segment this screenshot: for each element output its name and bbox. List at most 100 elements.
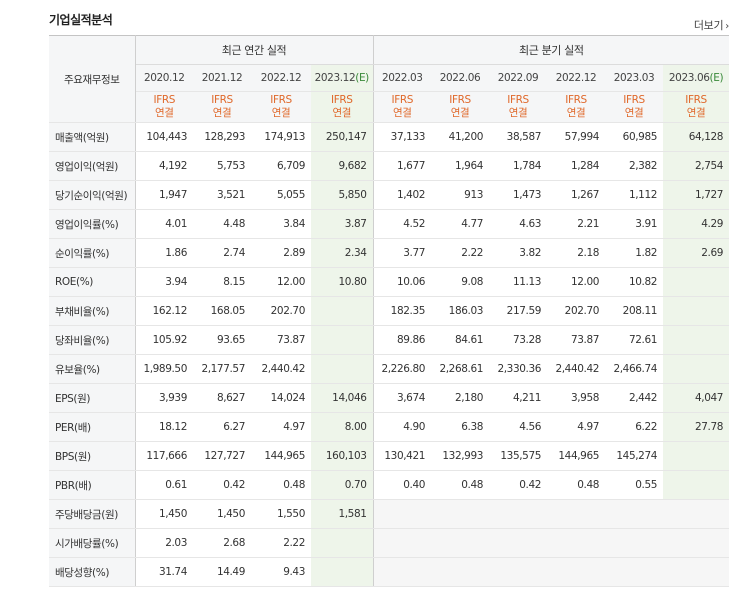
table-row: 부채비율(%) 162.12 168.05 202.70 182.35 186.03 217…: [49, 296, 730, 326]
table-cell: 144,965: [547, 441, 606, 471]
table-cell: 168.05: [193, 296, 251, 326]
table-cell: [605, 528, 664, 558]
period-label: 2020.12: [143, 72, 185, 84]
table-cell: 2,442: [605, 383, 664, 413]
table-row: 영업이익(억원) 4,192 5,753 6,709 9,682 1,677 1,964 1,…: [49, 151, 730, 181]
table-cell: 2,440.42: [547, 354, 606, 384]
table-cell: [605, 499, 664, 529]
table-cell: 1,550: [251, 499, 311, 529]
table-cell: 11.13: [489, 267, 548, 297]
table-cell: [605, 557, 664, 587]
period-label: 2023.06: [668, 72, 710, 84]
table-cell: 913: [431, 180, 490, 210]
row-label: PER(배): [49, 412, 136, 442]
table-cell: 127,727: [193, 441, 251, 471]
table-cell: 182.35: [373, 296, 432, 326]
row-label: 영업이익(억원): [49, 151, 136, 181]
table-cell: 8.15: [193, 267, 251, 297]
table-cell: [311, 528, 374, 558]
table-row: 주당배당금(원) 1,450 1,450 1,550 1,581: [49, 499, 730, 529]
accounting-standard-header: IFRS 연결: [605, 91, 664, 123]
period-label: 2022.03: [381, 72, 423, 84]
row-label: 주당배당금(원): [49, 499, 136, 529]
table-cell: 4,211: [489, 383, 548, 413]
table-cell: 6.27: [193, 412, 251, 442]
accounting-standard-header: IFRS 연결: [135, 91, 193, 123]
table-row: PBR(배) 0.61 0.42 0.48 0.70 0.40 0.48 0.42 0.48 0.…: [49, 470, 730, 500]
table-row: 유보율(%) 1,989.50 2,177.57 2,440.42 2,226.80 2,…: [49, 354, 730, 384]
period-label: 2023.12: [314, 72, 356, 84]
table-cell: 14.49: [193, 557, 251, 587]
table-cell: [547, 499, 606, 529]
table-cell: 2,268.61: [431, 354, 490, 384]
standard-line1: IFRS: [565, 94, 587, 106]
table-cell: [663, 528, 730, 558]
table-cell: 2,440.42: [251, 354, 311, 384]
table-cell: 2.18: [547, 238, 606, 268]
table-cell: 4,047: [663, 383, 730, 413]
row-label: 배당성향(%): [49, 557, 136, 587]
table-cell: 18.12: [135, 412, 193, 442]
table-cell: 9.08: [431, 267, 490, 297]
standard-line2: 연결: [212, 107, 232, 119]
accounting-standard-header: IFRS 연결: [489, 91, 548, 123]
accounting-standard-header: IFRS 연결: [547, 91, 606, 123]
table-cell: 14,024: [251, 383, 311, 413]
table-cell: [547, 528, 606, 558]
table-cell: 2.22: [251, 528, 311, 558]
table-row: 영업이익률(%) 4.01 4.48 3.84 3.87 4.52 4.77 4.63 2.21…: [49, 209, 730, 239]
table-cell: 6,709: [251, 151, 311, 181]
period-label: 2022.12: [555, 72, 597, 84]
table-cell: 31.74: [135, 557, 193, 587]
table-cell: 202.70: [547, 296, 606, 326]
table-cell: 12.00: [547, 267, 606, 297]
table-cell: 1,267: [547, 180, 606, 210]
table-row: 배당성향(%) 31.74 14.49 9.43: [49, 557, 730, 587]
standard-line2: 연결: [624, 107, 644, 119]
table-cell: 1,450: [135, 499, 193, 529]
table-cell: 3.84: [251, 209, 311, 239]
table-cell: 4.52: [373, 209, 432, 239]
table-cell: [373, 499, 432, 529]
row-label: 당기순이익(억원): [49, 180, 136, 210]
table-cell: 0.40: [373, 470, 432, 500]
table-cell: 128,293: [193, 122, 251, 152]
table-cell: 6.22: [605, 412, 664, 442]
table-cell: [311, 325, 374, 355]
standard-line2: 연결: [271, 107, 291, 119]
table-row: 순이익률(%) 1.86 2.74 2.89 2.34 3.77 2.22 3.82 2.18 1…: [49, 238, 730, 268]
standard-line2: 연결: [393, 107, 412, 119]
table-cell: 10.80: [311, 267, 374, 297]
row-label: 당좌비율(%): [49, 325, 136, 355]
table-cell: 10.06: [373, 267, 432, 297]
table-cell: 3,521: [193, 180, 251, 210]
row-label: 부채비율(%): [49, 296, 136, 326]
period-label: 2021.12: [201, 72, 243, 84]
table-cell: 1,581: [311, 499, 374, 529]
table-cell: 250,147: [311, 122, 374, 152]
table-cell: [663, 499, 730, 529]
period-header: 2022.12: [547, 64, 606, 92]
accounting-standard-header: IFRS 연결: [373, 91, 432, 123]
table-cell: 10.82: [605, 267, 664, 297]
table-cell: 2,330.36: [489, 354, 548, 384]
table-cell: 2,177.57: [193, 354, 251, 384]
table-cell: 41,200: [431, 122, 490, 152]
standard-line2: 연결: [332, 107, 352, 119]
more-link[interactable]: 더보기 ›: [694, 17, 729, 33]
table-cell: 1,784: [489, 151, 548, 181]
table-cell: 27.78: [663, 412, 730, 442]
table-cell: 4.77: [431, 209, 490, 239]
table-cell: 93.65: [193, 325, 251, 355]
section-title: 기업실적분석: [49, 13, 113, 27]
table-cell: 5,055: [251, 180, 311, 210]
standard-line2: 연결: [154, 107, 174, 119]
period-header: 2023.03: [605, 64, 664, 92]
table-cell: 5,850: [311, 180, 374, 210]
table-row: 매출액(억원) 104,443 128,293 174,913 250,147 37,13…: [49, 122, 730, 152]
table-cell: 130,421: [373, 441, 432, 471]
table-cell: 2.68: [193, 528, 251, 558]
row-label: 시가배당률(%): [49, 528, 136, 558]
table-cell: [489, 528, 548, 558]
table-cell: 2.34: [311, 238, 374, 268]
